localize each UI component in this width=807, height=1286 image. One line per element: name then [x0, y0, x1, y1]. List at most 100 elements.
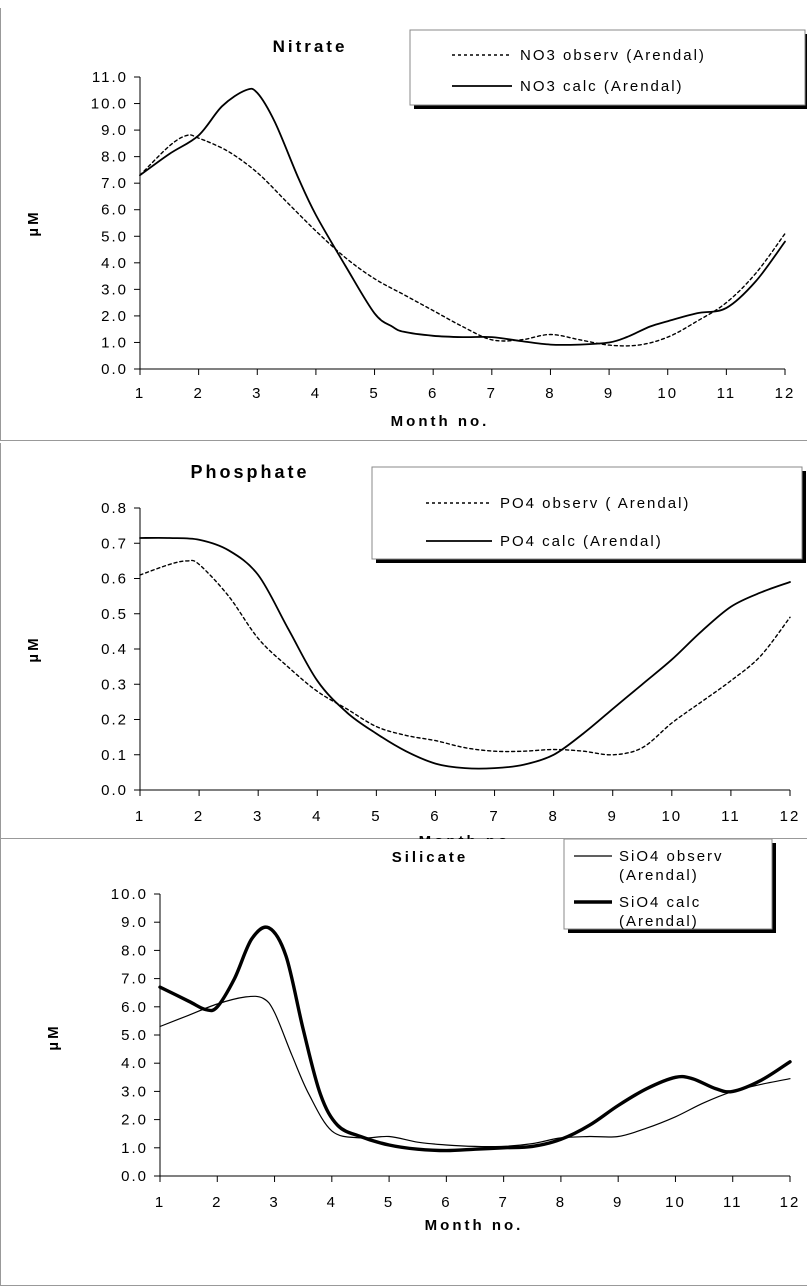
x-tick-label: 1: [135, 385, 145, 402]
x-tick-label: 7: [498, 1194, 508, 1211]
x-tick-label: 3: [269, 1194, 279, 1211]
y-tick-label: 10.0: [111, 886, 148, 903]
legend-label-1: PO4 observ ( Arendal): [500, 495, 690, 512]
y-tick-label: 0.6: [101, 571, 128, 588]
x-tick-label: 5: [371, 808, 381, 825]
x-tick-label: 1: [135, 808, 145, 825]
legend-box: [409, 29, 806, 106]
legend-label-1: (Arendal): [619, 867, 699, 884]
phosphate-panel: Phosphate 0.0 0.1 0.2 0.3 0.4 0.5 0.6 0.7 0.8 1 2 3 4…: [0, 441, 807, 839]
x-tick-label: 8: [556, 1194, 566, 1211]
legend-box: [563, 839, 773, 930]
x-axis-label: Month no.: [425, 1217, 524, 1234]
x-tick-label: 6: [441, 1194, 451, 1211]
legend-box: [371, 466, 803, 560]
x-tick-label: 10: [657, 385, 678, 402]
x-tick-label: 11: [717, 385, 737, 402]
x-tick-label: 8: [545, 385, 555, 402]
y-tick-label: 10.0: [91, 96, 128, 113]
x-tick-label: 2: [212, 1194, 222, 1211]
y-tick-label: 0.5: [101, 606, 128, 623]
y-tick-label: 4.0: [101, 255, 128, 272]
y-tick-label: 0.2: [101, 712, 128, 729]
y-tick-label: 0.7: [101, 535, 128, 552]
y-tick-label: 7.0: [101, 175, 128, 192]
y-tick-label: 2.0: [101, 308, 128, 325]
x-tick-label: 4: [312, 808, 322, 825]
x-tick-label: 12: [775, 385, 796, 402]
y-tick-label: 3.0: [121, 1083, 148, 1100]
x-tick-label: 9: [608, 808, 618, 825]
chart-title: Phosphate: [190, 462, 309, 482]
x-tick-label: 5: [384, 1194, 394, 1211]
y-tick-label: 0.0: [121, 1168, 148, 1185]
silicate-chart: Silicate 0.0 1.0 2.0 3.0 4.0 5.0 6.0 7.0 8.0 9.0 10…: [0, 839, 807, 1286]
legend-label-2: SiO4 calc: [619, 894, 701, 911]
y-tick-label: 0.4: [101, 641, 128, 658]
y-tick-label: 5.0: [121, 1027, 148, 1044]
y-tick-label: 0.0: [101, 782, 128, 799]
y-tick-label: 0.3: [101, 676, 128, 693]
y-tick-label: 9.0: [121, 914, 148, 931]
legend-label-2: NO3 calc (Arendal): [520, 78, 684, 95]
y-tick-label: 7.0: [121, 971, 148, 988]
y-tick-label: 3.0: [101, 281, 128, 298]
x-tick-label: 10: [665, 1194, 686, 1211]
x-tick-label: 8: [548, 808, 558, 825]
x-tick-label: 7: [487, 385, 497, 402]
x-tick-label: 3: [252, 385, 262, 402]
y-axis-label: µM: [25, 635, 42, 662]
nitrate-chart: Nitrate 0.0 1.0 2.0 3.0 4.0 5.0 6.0 7.0 8.0 9.0 10.…: [0, 8, 807, 441]
legend-label-2: PO4 calc (Arendal): [500, 533, 663, 550]
series-line-1: [139, 559, 791, 756]
x-tick-label: 9: [613, 1194, 623, 1211]
nitrate-panel: Nitrate 0.0 1.0 2.0 3.0 4.0 5.0 6.0 7.0 8.0 9.0 10.…: [0, 0, 807, 441]
x-tick-label: 2: [193, 385, 203, 402]
x-tick-label: 3: [253, 808, 263, 825]
y-tick-label: 8.0: [101, 149, 128, 166]
x-tick-label: 9: [604, 385, 614, 402]
x-axis-label: Month no.: [419, 833, 518, 839]
x-tick-label: 6: [428, 385, 438, 402]
series-line-2: [139, 536, 791, 770]
x-tick-label: 4: [327, 1194, 337, 1211]
y-tick-label: 1.0: [121, 1140, 148, 1157]
y-tick-label: 2.0: [121, 1112, 148, 1129]
series-line-2: [139, 87, 786, 346]
y-tick-label: 0.8: [101, 500, 128, 517]
x-tick-label: 4: [311, 385, 321, 402]
series-line-2: [158, 925, 792, 1153]
legend-label-1: NO3 observ (Arendal): [520, 47, 706, 64]
chart-title: Silicate: [392, 849, 469, 866]
legend-label-1: SiO4 observ: [619, 848, 724, 865]
y-axis-label: µM: [45, 1023, 62, 1050]
y-tick-label: 0.1: [101, 747, 128, 764]
x-tick-label: 5: [369, 385, 379, 402]
y-tick-label: 1.0: [101, 334, 128, 351]
x-tick-label: 12: [780, 1194, 801, 1211]
x-tick-label: 11: [721, 808, 741, 825]
series-line-1: [139, 134, 786, 347]
y-tick-label: 8.0: [121, 942, 148, 959]
y-tick-label: 9.0: [101, 122, 128, 139]
chart-title: Nitrate: [273, 37, 348, 56]
legend-label-2: (Arendal): [619, 913, 699, 930]
y-tick-label: 6.0: [121, 999, 148, 1016]
x-tick-label: 10: [661, 808, 682, 825]
y-tick-label: 11.0: [92, 69, 128, 86]
x-tick-label: 6: [430, 808, 440, 825]
x-tick-label: 11: [723, 1194, 743, 1211]
x-tick-label: 12: [780, 808, 801, 825]
x-tick-label: 2: [194, 808, 204, 825]
y-axis-label: µM: [25, 209, 42, 236]
x-tick-label: 7: [489, 808, 499, 825]
y-tick-label: 5.0: [101, 228, 128, 245]
y-tick-label: 0.0: [101, 361, 128, 378]
series-line-1: [159, 995, 791, 1148]
x-tick-label: 1: [155, 1194, 165, 1211]
y-tick-label: 4.0: [121, 1055, 148, 1072]
silicate-panel: Silicate 0.0 1.0 2.0 3.0 4.0 5.0 6.0 7.0 8.0 9.0 10…: [0, 839, 807, 1286]
y-tick-label: 6.0: [101, 202, 128, 219]
